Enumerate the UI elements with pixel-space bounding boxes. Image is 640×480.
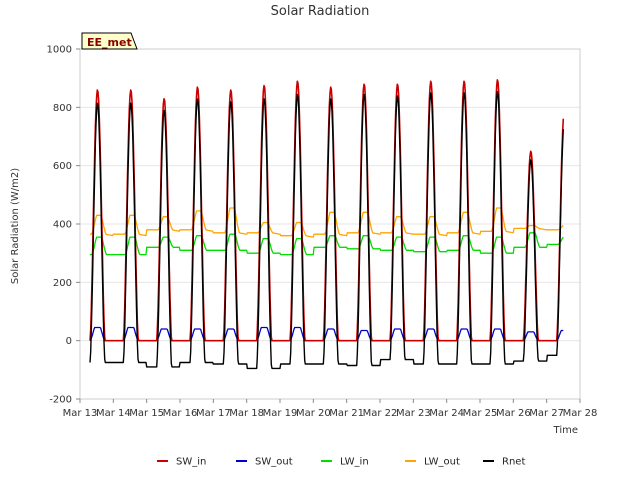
x-tick-label: Mar 14: [96, 408, 131, 419]
legend: SW_in SW_out LW_in LW_out Rnet: [157, 457, 525, 468]
x-tick-label: Mar 17: [196, 408, 231, 419]
x-tick-label: Mar 26: [496, 408, 531, 419]
badge-label: EE_met: [87, 36, 132, 49]
y-tick-label: -200: [49, 395, 72, 406]
legend-label-lw-in: LW_in: [340, 457, 369, 468]
y-tick-label: 400: [53, 220, 72, 231]
y-tick-label: 0: [66, 336, 72, 347]
y-tick-label: 600: [53, 161, 72, 172]
y-axis-title: Solar Radiation (W/m2): [10, 168, 21, 284]
x-tick-label: Mar 25: [463, 408, 498, 419]
y-axis-ticks: -200 0 200 400 600 800 1000: [47, 45, 80, 406]
y-tick-label: 800: [53, 103, 72, 114]
legend-label-sw-out: SW_out: [255, 457, 293, 468]
x-tick-label: Mar 28: [563, 408, 598, 419]
legend-label-rnet: Rnet: [502, 457, 525, 468]
x-tick-label: Mar 22: [363, 408, 398, 419]
series-layer: [89, 79, 565, 370]
x-tick-label: Mar 18: [229, 408, 264, 419]
legend-label-lw-out: LW_out: [424, 457, 460, 468]
badge-box: [81, 32, 138, 50]
x-tick-label: Mar 27: [529, 408, 564, 419]
legend-label-sw-in: SW_in: [176, 457, 206, 468]
x-tick-label: Mar 20: [296, 408, 331, 419]
x-tick-label: Mar 15: [129, 408, 164, 419]
x-tick-label: Mar 21: [329, 408, 364, 419]
ee-met-badge: EE_met: [81, 32, 138, 50]
chart-title: Solar Radiation: [271, 4, 370, 19]
x-tick-label: Mar 13: [63, 408, 98, 419]
x-tick-label: Mar 19: [263, 408, 298, 419]
series-line-rnet: [89, 90, 564, 370]
x-tick-label: Mar 16: [163, 408, 198, 419]
x-tick-label: Mar 23: [396, 408, 431, 419]
y-tick-label: 1000: [47, 45, 72, 56]
x-axis-title: Time: [553, 425, 578, 436]
y-tick-label: 200: [53, 278, 72, 289]
x-tick-label: Mar 24: [429, 408, 464, 419]
